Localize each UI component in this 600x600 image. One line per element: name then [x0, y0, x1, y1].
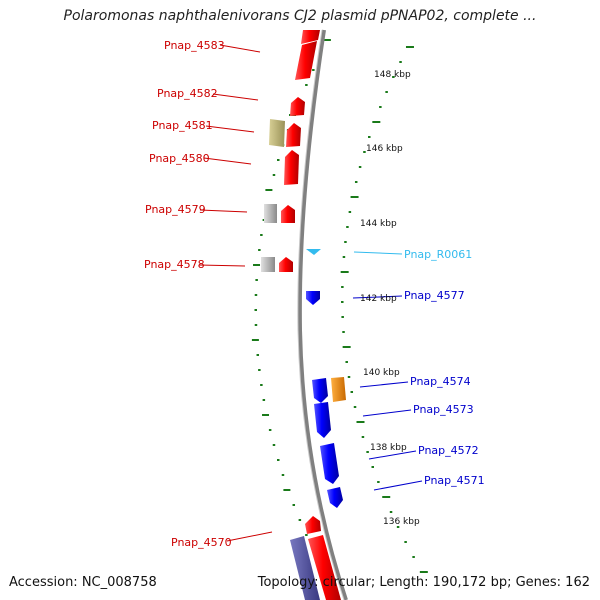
- gene-arrow-pnap-4579[interactable]: [281, 205, 295, 223]
- gene-arrow-pnap-4584[interactable]: [301, 30, 320, 44]
- gene-label-pnap-4580[interactable]: Pnap_4580: [149, 152, 210, 165]
- leader-line: [368, 450, 417, 460]
- leader-line: [226, 531, 273, 542]
- leader-line: [199, 209, 248, 213]
- right-gene-labels: Pnap_R0061 Pnap_4577 Pnap_4574 Pnap_4573…: [352, 248, 485, 491]
- leader-line: [198, 264, 246, 267]
- leader-line: [362, 409, 412, 417]
- ruler-label-138: 138 kbp: [370, 443, 407, 453]
- backbone-highlight: [297, 29, 345, 600]
- gene-label-pnap-4570[interactable]: Pnap_4570: [171, 536, 232, 549]
- forward-strand-genes: [279, 30, 341, 600]
- gene-label-pnap-4582[interactable]: Pnap_4582: [157, 87, 218, 100]
- topology-summary-text: Topology: circular; Length: 190,172 bp; …: [257, 575, 590, 590]
- gene-label-pnap-4579[interactable]: Pnap_4579: [145, 203, 206, 216]
- ruler-label-136: 136 kbp: [383, 517, 420, 527]
- plasmid-backbone: [297, 29, 348, 600]
- reverse-strand-genes: [306, 291, 343, 508]
- ruler-label-146: 146 kbp: [366, 144, 403, 154]
- leader-line: [205, 125, 255, 133]
- gene-arrow-pnap-4581[interactable]: [286, 123, 301, 147]
- gene-arrow-pnap-4578[interactable]: [279, 257, 293, 272]
- leader-line: [373, 480, 423, 491]
- gene-arrow-pnap-4569[interactable]: [308, 535, 341, 600]
- gray-feature-1[interactable]: [264, 204, 277, 223]
- ruler-track-right: [340, 46, 428, 573]
- orange-feature[interactable]: [331, 377, 346, 402]
- ruler-label-140: 140 kbp: [363, 368, 400, 378]
- gene-label-pnap-r0061[interactable]: Pnap_R0061: [404, 248, 472, 261]
- gene-label-pnap-4578[interactable]: Pnap_4578: [144, 258, 205, 271]
- left-gene-labels: Pnap_4583 Pnap_4582 Pnap_4581 Pnap_4580 …: [144, 39, 273, 549]
- ruler-track-left: [251, 39, 331, 566]
- gene-label-pnap-4571[interactable]: Pnap_4571: [424, 474, 485, 487]
- ruler-label-142: 142 kbp: [360, 294, 397, 304]
- olive-feature[interactable]: [269, 119, 285, 147]
- ruler-label-144: 144 kbp: [360, 219, 397, 229]
- gene-label-pnap-4574[interactable]: Pnap_4574: [410, 375, 471, 388]
- map-title: Polaromonas naphthalenivorans CJ2 plasmi…: [63, 8, 537, 24]
- gene-label-pnap-4583[interactable]: Pnap_4583: [164, 39, 225, 52]
- ruler-labels: 148 kbp 146 kbp 144 kbp 142 kbp 140 kbp …: [360, 70, 420, 527]
- gene-arrow-pnap-4583[interactable]: [295, 41, 317, 80]
- leader-line: [203, 157, 252, 165]
- trna-arrow-pnap-r0061[interactable]: [306, 249, 321, 255]
- gene-label-pnap-4572[interactable]: Pnap_4572: [418, 444, 479, 457]
- gene-arrow-pnap-4570[interactable]: [305, 516, 321, 534]
- gene-arrow-pnap-4580[interactable]: [284, 150, 299, 185]
- gene-arrow-pnap-4577[interactable]: [306, 291, 320, 305]
- other-features: [261, 119, 346, 600]
- leader-line: [359, 381, 409, 388]
- gene-label-pnap-4577[interactable]: Pnap_4577: [404, 289, 465, 302]
- purple-feature[interactable]: [290, 536, 320, 600]
- gene-arrow-pnap-4572[interactable]: [320, 443, 339, 484]
- gray-feature-2[interactable]: [261, 257, 275, 272]
- leader-line: [352, 295, 403, 299]
- gene-arrow-pnap-4574[interactable]: [312, 378, 328, 403]
- ruler-label-148: 148 kbp: [374, 70, 411, 80]
- leader-line: [219, 44, 261, 53]
- gene-arrow-pnap-4571[interactable]: [327, 487, 343, 508]
- accession-text: Accession: NC_008758: [9, 575, 157, 590]
- leader-line: [353, 251, 403, 255]
- gene-label-pnap-4581[interactable]: Pnap_4581: [152, 119, 213, 132]
- gene-arrow-pnap-4573[interactable]: [314, 402, 331, 438]
- gene-label-pnap-4573[interactable]: Pnap_4573: [413, 403, 474, 416]
- gene-arrow-pnap-4582[interactable]: [290, 97, 305, 116]
- leader-line: [212, 93, 259, 101]
